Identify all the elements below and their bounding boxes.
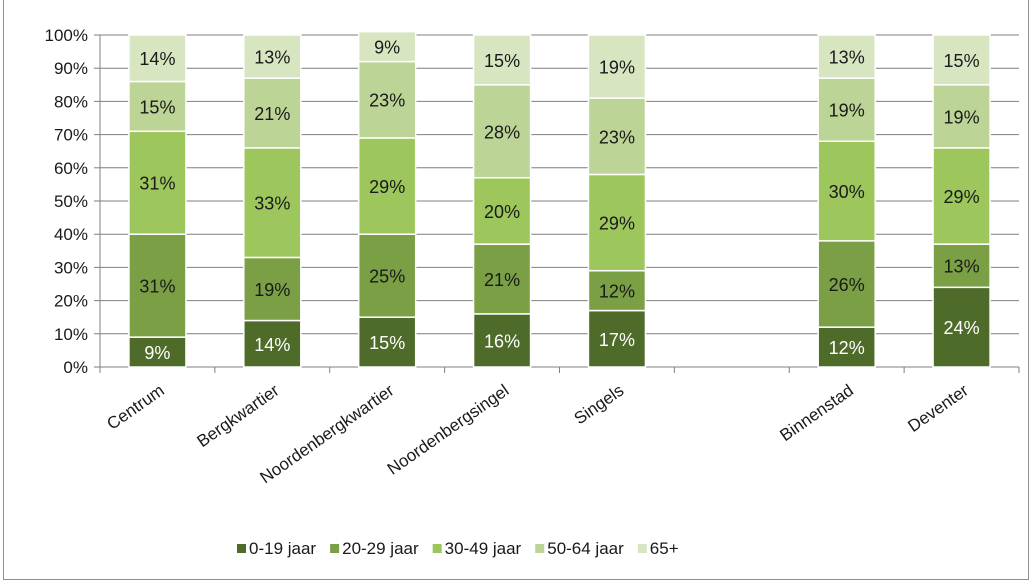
bar-segment <box>932 147 991 245</box>
x-tick-label: Binnenstad <box>776 381 857 445</box>
legend-label: 20-29 jaar <box>342 539 419 558</box>
legend-label: 65+ <box>650 539 679 558</box>
y-tick-label: 90% <box>54 59 88 78</box>
data-label: 12% <box>829 338 865 358</box>
y-tick-label: 20% <box>54 292 88 311</box>
x-tick-label: Noordenbergsingel <box>384 381 513 479</box>
bar-segment <box>128 233 187 338</box>
bar-segment <box>357 316 417 368</box>
x-tick-label: Bergkwartier <box>194 381 283 451</box>
data-label: 12% <box>599 282 635 302</box>
data-label: 20% <box>484 202 520 222</box>
y-tick-label: 50% <box>54 192 88 211</box>
bar-segment <box>932 84 991 149</box>
data-label: 29% <box>944 187 980 207</box>
bar-segment <box>817 326 876 368</box>
gridlines <box>100 34 1019 335</box>
bar-segment <box>128 34 187 83</box>
data-label: 9% <box>144 343 170 363</box>
y-tick-label: 100% <box>45 26 88 45</box>
y-tick-label: 60% <box>54 159 88 178</box>
x-tick-label: Singels <box>571 381 628 429</box>
bars <box>128 30 991 368</box>
data-label: 9% <box>374 38 400 58</box>
y-tick-label: 0% <box>63 358 88 377</box>
data-label: 28% <box>484 122 520 142</box>
bar-segment <box>472 34 532 86</box>
bar-segment <box>357 30 417 63</box>
data-label: 19% <box>829 101 865 121</box>
bar-segment <box>587 97 647 176</box>
bar-segment <box>128 80 187 133</box>
bar-segment <box>587 34 647 99</box>
legend-label: 50-64 jaar <box>547 539 624 558</box>
data-label: 15% <box>484 51 520 71</box>
bar-segment <box>357 60 417 139</box>
data-label: 16% <box>484 331 520 351</box>
legend-swatch <box>432 544 442 553</box>
data-label: 25% <box>369 267 405 287</box>
y-tick-label: 80% <box>54 92 88 111</box>
data-label: 13% <box>829 48 865 68</box>
data-label: 14% <box>254 335 290 355</box>
bar-segment <box>357 137 417 235</box>
data-label: 33% <box>254 194 290 214</box>
legend-swatch <box>330 544 340 553</box>
data-label: 15% <box>139 97 175 117</box>
data-label: 13% <box>944 257 980 277</box>
data-label: 23% <box>369 91 405 111</box>
data-label: 31% <box>139 277 175 297</box>
data-label: 13% <box>254 48 290 68</box>
data-labels: 9% 31% 31% 15% 14% 14% 19% 33% 21% 13% 15% 25% 29% 23… <box>139 38 979 363</box>
bar-segment <box>472 84 532 179</box>
data-label: 30% <box>829 182 865 202</box>
data-label: 21% <box>484 270 520 290</box>
data-label: 24% <box>944 318 980 338</box>
bar-segment <box>932 243 991 289</box>
legend-swatch <box>637 544 647 553</box>
data-label: 29% <box>369 177 405 197</box>
bar-segment <box>243 147 302 259</box>
x-axis-labels: Centrum BergkwartierNoordenbergkwartierNo… <box>103 381 972 488</box>
data-label: 21% <box>254 104 290 124</box>
bar-segment <box>243 34 302 79</box>
y-tick-label: 10% <box>54 325 88 344</box>
legend-label: 30-49 jaar <box>445 539 522 558</box>
legend: 0-19 jaar 20-29 jaar 30-49 jaar 50-64 jaar 6… <box>237 539 679 558</box>
bar-segment <box>932 34 991 86</box>
bar-segment <box>472 177 532 245</box>
data-label: 19% <box>254 280 290 300</box>
data-label: 19% <box>944 107 980 127</box>
data-label: 31% <box>139 174 175 194</box>
bar-segment <box>817 140 876 242</box>
bar-segment <box>357 233 417 318</box>
bar-segment <box>817 240 876 328</box>
data-label: 19% <box>599 58 635 78</box>
chart-frame: 0% 10% 20% 30% 40% 50% 60% 70% 80% 90% 100% 9% 31% 3… <box>3 0 1029 580</box>
bar-segment <box>128 130 187 235</box>
legend-swatch <box>237 544 246 553</box>
data-label: 15% <box>944 51 980 71</box>
y-tick-label: 30% <box>54 258 88 277</box>
axes: 0% 10% 20% 30% 40% 50% 60% 70% 80% 90% 100% <box>45 26 1020 377</box>
data-label: 15% <box>369 333 405 353</box>
legend-swatch <box>535 544 545 553</box>
y-tick-label: 40% <box>54 225 88 244</box>
data-label: 26% <box>829 275 865 295</box>
x-tick-label: Deventer <box>904 381 972 436</box>
data-label: 14% <box>139 49 175 69</box>
bar-segment <box>243 256 302 322</box>
bar-segment <box>128 336 187 368</box>
data-label: 29% <box>599 214 635 234</box>
bar-segment <box>817 34 876 79</box>
data-label: 17% <box>599 330 635 350</box>
x-tick-label: Centrum <box>103 381 167 434</box>
stacked-bar-chart: 0% 10% 20% 30% 40% 50% 60% 70% 80% 90% 100% 9% 31% 3… <box>45 26 1020 558</box>
bar-segment <box>243 319 302 368</box>
y-tick-label: 70% <box>54 126 88 145</box>
legend-label: 0-19 jaar <box>249 539 316 558</box>
data-label: 23% <box>599 127 635 147</box>
